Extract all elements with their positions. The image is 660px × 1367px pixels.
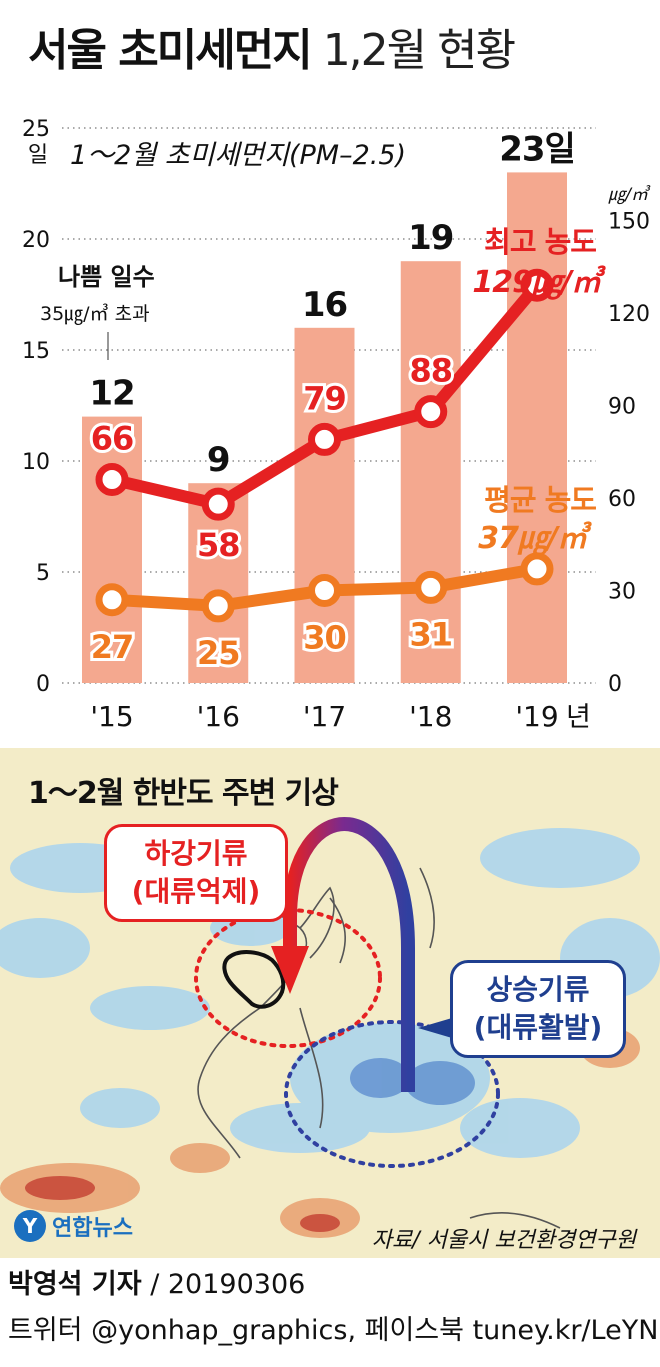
point-value-label: 79 [303,379,346,417]
point-value-label: 88 [409,352,452,390]
source-note: 자료/ 서울시 보건환경연구원 [371,1228,636,1253]
y-axis-left-tick: 0 [36,672,50,697]
circulation-arrow-head [271,946,309,994]
downdraft-callout: 하강기류 (대류억제) [104,824,288,922]
avg-series-value: 37㎍/㎥ [478,521,593,556]
title-main: 서울 초미세먼지 [28,25,313,76]
point-value-label: 58 [197,526,240,564]
yonhap-logo: Y 연합뉴스 [14,1210,133,1242]
series-point [520,552,554,586]
updraft-callout: 상승기류 (대류활발) [450,960,626,1058]
circulation-arrow [283,817,415,1092]
y-axis-right-unit: ㎍/㎥ [608,185,651,205]
bar [82,416,142,683]
map-title: 1～2월 한반도 주변 기상 [28,776,339,811]
x-axis-label: '15 [90,700,133,733]
y-axis-right-tick: 0 [608,672,622,697]
anomaly-dark-red-patches [25,1176,340,1232]
x-axis-unit: 년 [566,702,591,733]
yonhap-logo-icon: Y [14,1210,46,1242]
series-point [308,422,341,456]
x-axis-label: '19 [515,700,558,733]
point-value-label: 31 [409,615,452,653]
point-value-label: 30 [303,619,346,657]
y-axis-left-tick: 15 [22,339,50,364]
bar-value-label: 19 [408,218,453,258]
footer: 박영석 기자 / 20190306 트위터 @yonhap_graphics, … [0,1262,660,1354]
series-point [201,589,235,623]
downdraft-note: (대류억제) [131,875,261,908]
updraft-note: (대류활발) [473,1011,603,1044]
y-axis-right-tick: 60 [608,487,636,512]
y-axis-left-tick: 20 [22,228,50,253]
bar-series-name: 나쁨 일수 [58,263,155,291]
series-point [414,395,448,429]
title-period: 1,2월 현황 [322,25,516,76]
bar-value-label: 12 [89,374,134,414]
chart-subtitle: 1～2월 초미세먼지(PM–2.5) [70,140,406,171]
y-axis-left-tick: 5 [36,561,50,586]
x-axis-label: '16 [197,700,240,733]
avg-series-name: 평균 농도 [484,483,596,517]
bar [400,261,461,683]
bar [507,172,567,683]
y-axis-left-tick: 25 [22,117,50,142]
y-axis-left-tick: 10 [22,450,50,475]
blue-callout-pointer [418,1018,452,1038]
series-point [201,487,235,521]
credit-name: 박영석 기자 [8,1269,142,1300]
max-series-value: 129㎍/㎥ [472,265,607,300]
social-line: 트위터 @yonhap_graphics, 페이스북 tuney.kr/LeYN… [8,1315,660,1346]
bar-value-label: 16 [302,285,347,325]
y-axis-right-tick: 90 [608,395,636,420]
y-axis-right-tick: 150 [608,210,650,235]
y-axis-right-tick: 120 [608,302,650,327]
point-value-label: 25 [197,634,240,672]
bar-value-label: 9 [207,440,230,480]
point-value-label: 27 [91,628,134,666]
updraft-label: 상승기류 [486,973,590,1006]
downdraft-label: 하강기류 [144,837,248,870]
y-axis-left-unit: 일 [28,143,48,168]
series-point [414,570,448,604]
bar-series-note: 35㎍/㎥ 초과 [40,303,150,325]
point-value-label: 66 [91,420,134,458]
updraft-region [284,1020,500,1168]
yonhap-logo-text: 연합뉴스 [52,1216,133,1241]
bar [294,327,355,683]
credit-date: / 20190306 [150,1269,306,1300]
x-axis-label: '18 [409,700,452,733]
page-title: 서울 초미세먼지 1,2월 현황 [28,14,516,78]
series-point [308,574,341,607]
korea-peninsula [222,950,286,1009]
series-point [95,463,129,496]
series-point [95,583,129,617]
y-axis-right-tick: 30 [608,580,636,605]
series-point [520,268,554,302]
anomaly-deep-blue-patches [350,1058,475,1105]
credit-line: 박영석 기자 / 20190306 [8,1262,660,1308]
x-axis-label: '17 [303,700,346,733]
weather-map: 1～2월 한반도 주변 기상 하강기류 (대류억제) 상승기류 (대류활발) Y… [0,748,660,1258]
bar-value-label: 23일 [499,129,575,169]
max-series-name: 최고 농도 [484,225,596,259]
